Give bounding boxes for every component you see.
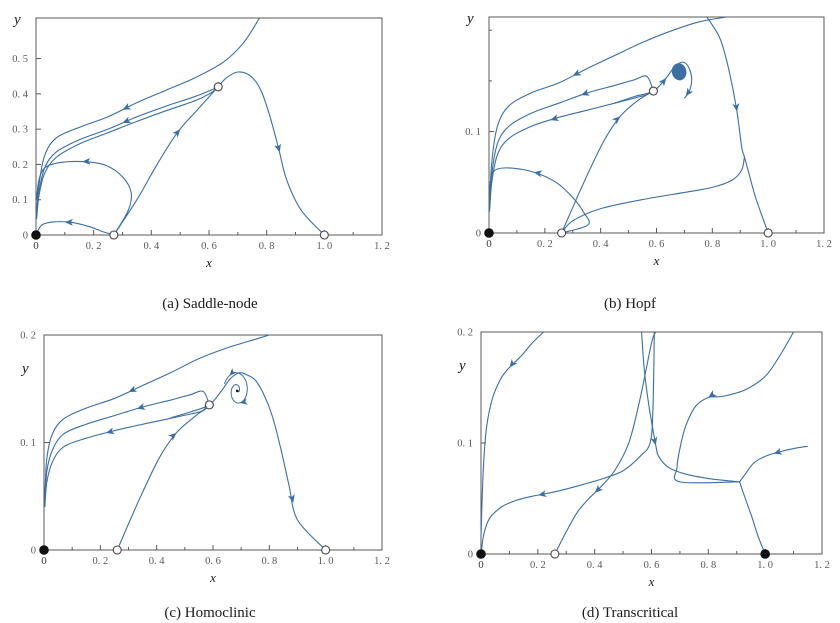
svg-text:1. 0: 1. 0: [316, 241, 332, 252]
svg-text:0. 2: 0. 2: [92, 556, 108, 567]
svg-text:x: x: [209, 570, 216, 585]
svg-text:0. 2: 0. 2: [530, 560, 546, 571]
svg-text:x: x: [205, 255, 212, 270]
svg-text:0. 2: 0. 2: [12, 160, 28, 171]
svg-text:0. 2: 0. 2: [20, 331, 36, 342]
svg-text:0. 4: 0. 4: [149, 556, 166, 567]
svg-text:0. 1: 0. 1: [12, 195, 28, 206]
svg-text:0. 2: 0. 2: [537, 239, 553, 250]
svg-text:0: 0: [468, 550, 473, 561]
svg-text:0. 4: 0. 4: [12, 89, 29, 100]
svg-text:0. 6: 0. 6: [649, 239, 665, 250]
svg-text:y: y: [457, 358, 466, 374]
svg-text:x: x: [653, 253, 660, 268]
svg-text:0: 0: [41, 556, 46, 567]
svg-text:1. 0: 1. 0: [757, 560, 773, 571]
svg-text:1. 2: 1. 2: [814, 560, 830, 571]
svg-text:y: y: [12, 12, 21, 28]
svg-text:x: x: [648, 574, 655, 589]
svg-text:0. 4: 0. 4: [593, 239, 610, 250]
svg-text:1. 2: 1. 2: [374, 241, 390, 252]
svg-text:0. 3: 0. 3: [12, 125, 28, 136]
svg-text:0: 0: [33, 241, 38, 252]
svg-text:0. 8: 0. 8: [700, 560, 716, 571]
svg-text:0. 6: 0. 6: [644, 560, 660, 571]
svg-text:0. 1: 0. 1: [465, 127, 481, 138]
svg-text:0. 1: 0. 1: [457, 439, 473, 450]
svg-text:y: y: [465, 11, 474, 27]
svg-text:0. 8: 0. 8: [259, 241, 275, 252]
svg-text:0: 0: [23, 231, 28, 242]
svg-text:0: 0: [486, 239, 491, 250]
svg-text:1. 2: 1. 2: [816, 239, 832, 250]
svg-text:y: y: [20, 361, 29, 377]
svg-text:0: 0: [478, 560, 483, 571]
svg-text:0. 6: 0. 6: [205, 556, 221, 567]
svg-text:0: 0: [31, 546, 36, 557]
svg-text:0. 1: 0. 1: [20, 438, 36, 449]
svg-text:0. 8: 0. 8: [704, 239, 720, 250]
svg-text:0. 2: 0. 2: [457, 328, 473, 339]
svg-text:0. 4: 0. 4: [587, 560, 604, 571]
svg-text:0. 5: 0. 5: [12, 54, 28, 65]
svg-text:0. 2: 0. 2: [86, 241, 102, 252]
svg-text:1. 0: 1. 0: [318, 556, 334, 567]
svg-text:0. 6: 0. 6: [201, 241, 217, 252]
svg-text:1. 2: 1. 2: [374, 556, 390, 567]
svg-text:0. 4: 0. 4: [143, 241, 160, 252]
svg-text:0: 0: [476, 229, 481, 240]
svg-text:1. 0: 1. 0: [760, 239, 776, 250]
svg-text:0. 8: 0. 8: [261, 556, 277, 567]
